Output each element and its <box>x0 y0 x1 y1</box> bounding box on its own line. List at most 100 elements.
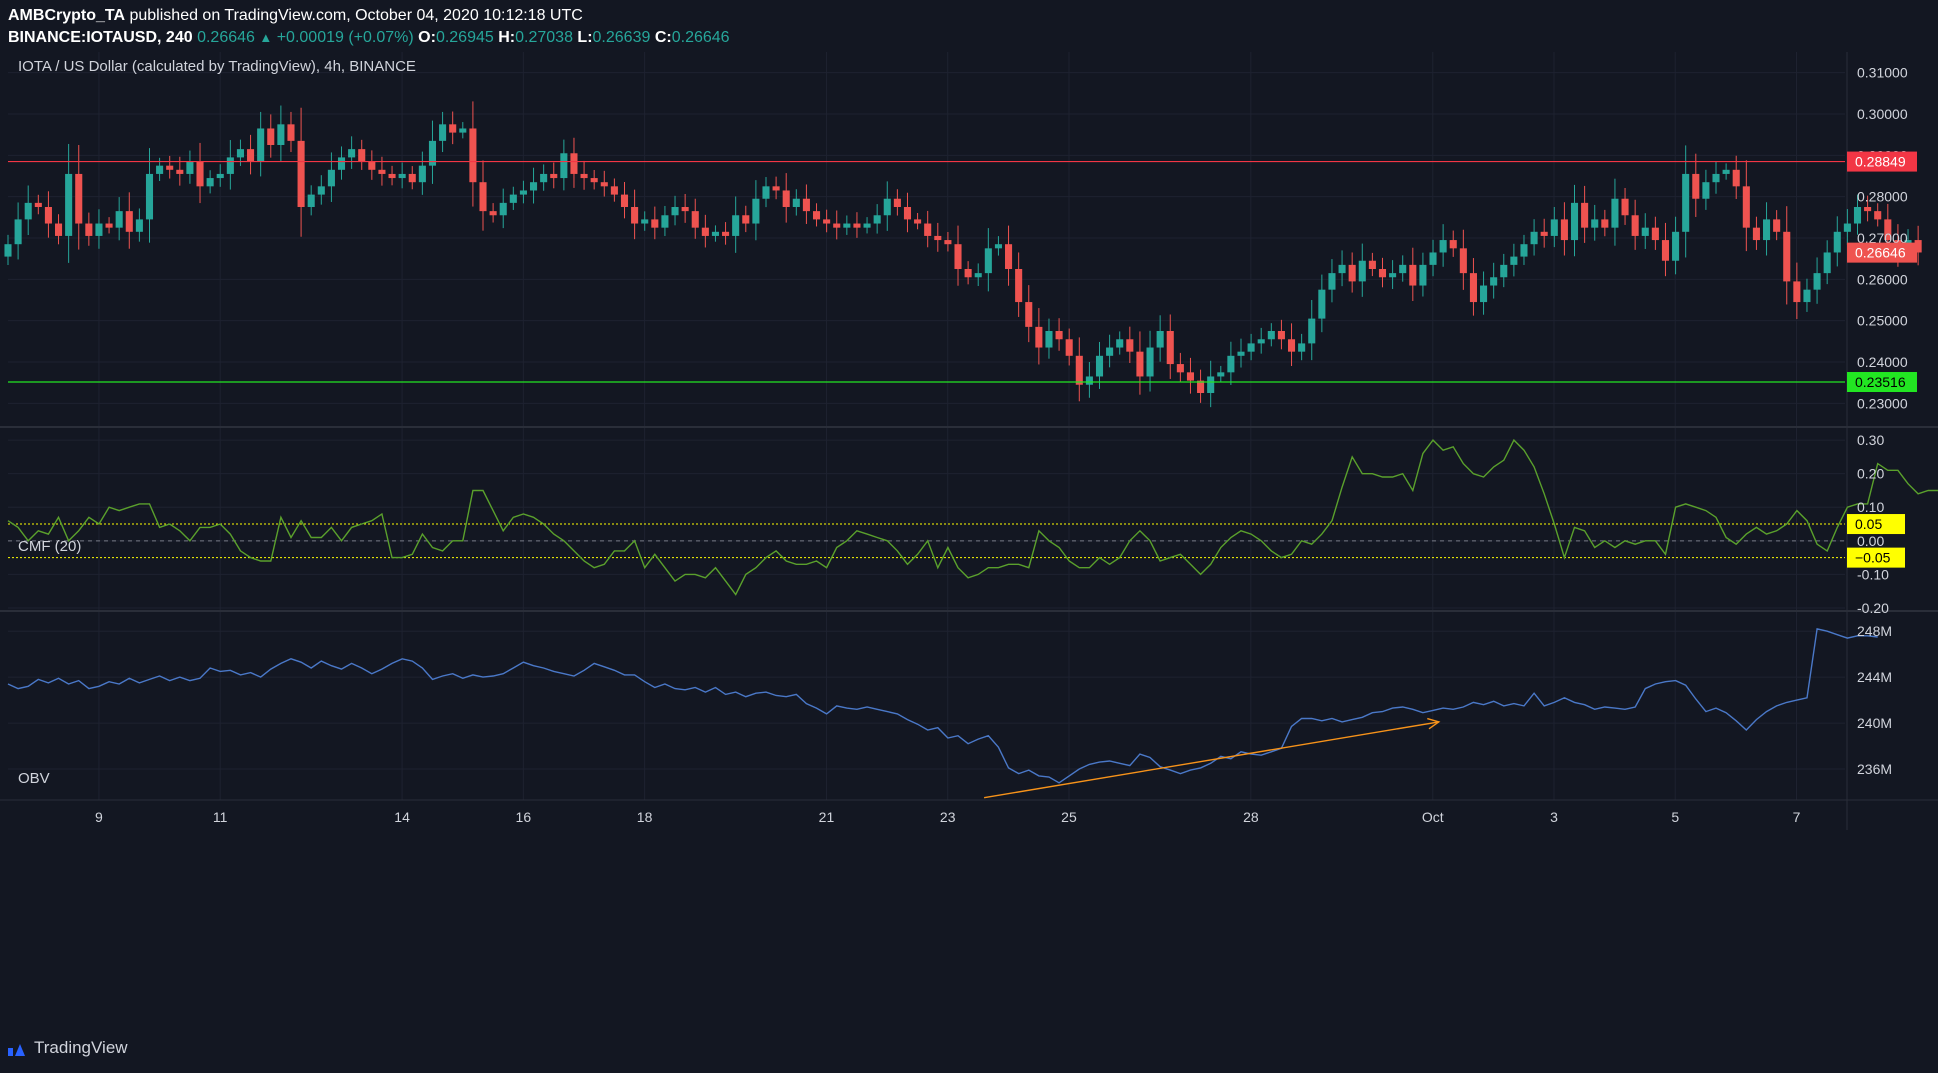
obv-pane[interactable] <box>7 628 1878 799</box>
y-tick-label: 0.30 <box>1857 432 1884 448</box>
candle-body <box>742 215 750 224</box>
candle-body <box>1773 219 1781 232</box>
candle-down <box>1025 285 1033 343</box>
close-value: 0.26646 <box>671 29 730 46</box>
candle-body <box>944 240 952 245</box>
candle-body <box>1874 211 1882 220</box>
candle-body <box>802 198 810 212</box>
candle-body <box>782 190 790 207</box>
candle-down <box>368 150 376 180</box>
candle-body <box>1075 355 1083 385</box>
publisher-name[interactable]: AMBCrypto_TA <box>8 7 126 24</box>
candle-body <box>1035 326 1043 348</box>
candle-down <box>1126 326 1134 364</box>
y-tick-label: -0.20 <box>1857 600 1889 616</box>
candle-down <box>1005 225 1013 286</box>
candle-up <box>1520 234 1528 265</box>
candle-down <box>166 155 174 179</box>
symbol-name[interactable]: BINANCE:IOTAUSD, 240 <box>8 29 193 46</box>
candle-down <box>1065 328 1073 366</box>
cmf-pane[interactable] <box>7 438 1938 596</box>
candle-body <box>1156 331 1164 348</box>
candle-up <box>95 209 103 249</box>
candle-down <box>1742 160 1750 252</box>
candle-body <box>125 211 133 232</box>
candle-down <box>570 137 578 188</box>
candle-down <box>610 178 618 202</box>
candle-down <box>964 261 972 285</box>
x-tick-label: 18 <box>637 809 653 825</box>
candle-up <box>1267 323 1275 347</box>
chart-header: AMBCrypto_TA published on TradingView.co… <box>0 0 1938 52</box>
candle-body <box>1106 347 1114 356</box>
axes: 9 11 14 16 18 21 23 25 28 Oct 3 5 7 0.31000 0.30000 0.2… <box>95 65 1917 825</box>
support-label-bg <box>1847 372 1917 393</box>
candle-body <box>530 182 538 191</box>
candle-body <box>1287 339 1296 352</box>
candle-body <box>1207 376 1215 393</box>
candle-up <box>1702 169 1710 210</box>
candle-body <box>519 190 527 195</box>
y-tick-label: -0.10 <box>1857 566 1889 582</box>
candle-up <box>671 195 679 226</box>
candle-body <box>257 128 265 162</box>
candle-down <box>297 107 305 237</box>
candle-body <box>1692 173 1700 199</box>
candle-up <box>115 197 123 241</box>
candle-down <box>1075 337 1083 402</box>
candle-body <box>267 128 275 145</box>
candle-down <box>853 212 861 238</box>
candle-up <box>1490 262 1498 299</box>
candle-body <box>1843 223 1851 232</box>
candle-up <box>1530 219 1538 256</box>
publish-line: AMBCrypto_TA published on TradingView.co… <box>8 7 583 25</box>
candle-body <box>216 173 224 179</box>
candle-body <box>1833 231 1841 253</box>
candle-down <box>1186 357 1195 394</box>
candle-down <box>1166 314 1174 379</box>
candle-body <box>570 153 578 174</box>
y-tick-label: 0.20 <box>1857 466 1884 482</box>
tradingview-logo[interactable]: TradingView <box>8 1035 128 1058</box>
candle-up <box>1298 333 1306 361</box>
candle-body <box>590 178 598 183</box>
candle-up <box>499 188 507 229</box>
candle-down <box>550 162 558 189</box>
candle-down <box>600 170 608 197</box>
high-label: H: <box>498 29 516 46</box>
candle-body <box>610 186 618 195</box>
candle-body <box>954 244 962 269</box>
candle-body <box>1762 219 1771 241</box>
candle-body <box>85 223 93 236</box>
candle-up <box>1308 300 1316 361</box>
candle-body <box>439 124 447 141</box>
price-pane[interactable] <box>4 101 1922 408</box>
candle-body <box>934 235 942 241</box>
candle-down <box>742 205 750 233</box>
candle-body <box>317 186 325 195</box>
candle-up <box>863 217 871 234</box>
chart-canvas[interactable]: 9 11 14 16 18 21 23 25 28 Oct 3 5 7 0.31000 0.30000 0.2… <box>0 52 1938 1030</box>
candle-body <box>1055 331 1063 340</box>
candle-up <box>1227 341 1235 385</box>
candle-body <box>459 128 467 133</box>
candle-body <box>732 215 740 236</box>
candle-up <box>459 122 467 139</box>
candle-up <box>135 208 143 242</box>
candle-body <box>681 207 689 212</box>
symbol-line: BINANCE:IOTAUSD, 240 0.26646 ▲ +0.00019 … <box>8 29 730 47</box>
candle-up <box>24 185 32 236</box>
candle-down <box>772 176 780 200</box>
candle-body <box>4 244 12 257</box>
candle-up <box>1389 260 1397 289</box>
candle-up <box>1712 161 1720 194</box>
candle-body <box>449 124 457 133</box>
candle-body <box>620 194 629 207</box>
candle-body <box>833 223 841 228</box>
candle-body <box>1480 285 1488 303</box>
cmf-pane-title: CMF (20) <box>18 538 81 555</box>
candle-body <box>903 207 912 220</box>
candle-body <box>1065 339 1073 356</box>
candle-body <box>1712 173 1720 183</box>
candle-up <box>519 180 527 204</box>
